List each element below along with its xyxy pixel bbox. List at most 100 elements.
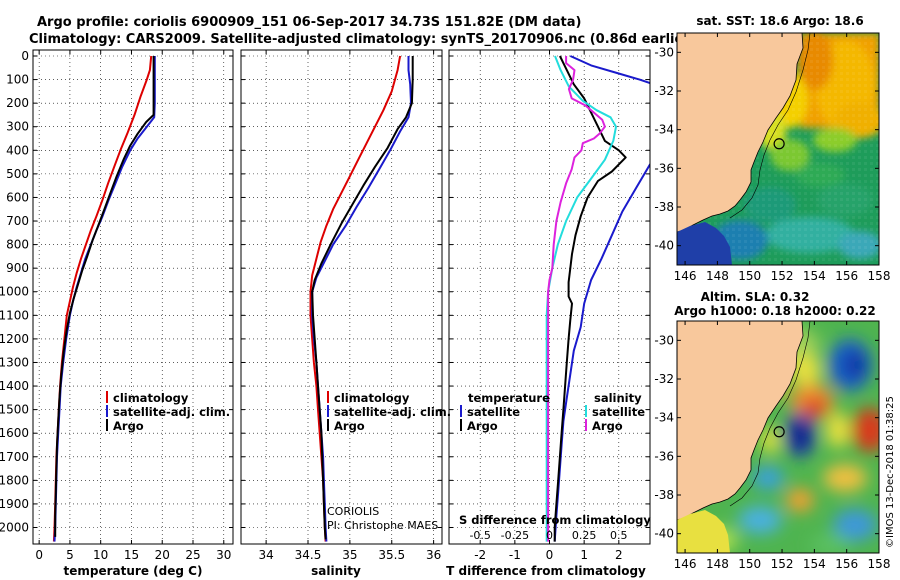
- s-tick-label: 0: [546, 529, 553, 542]
- lon-tick-label: 158: [868, 557, 891, 571]
- sla-land: [677, 321, 804, 521]
- x-tick-label: 15: [124, 548, 139, 562]
- lat-tick-label: -36: [654, 161, 674, 175]
- temperature-axis-label: temperature (deg C): [64, 564, 203, 578]
- sst-map-frame: [676, 32, 880, 266]
- depth-tick-label: 300: [6, 120, 29, 134]
- s-tick-label: 0.25: [572, 529, 597, 542]
- s-tick-label: 0.5: [610, 529, 628, 542]
- difference-grid: [449, 50, 650, 544]
- lon-tick-label: 148: [706, 269, 729, 283]
- x-tick-label: 34: [258, 548, 273, 562]
- lat-tick-label: -34: [654, 123, 674, 137]
- x-tick-label: 0: [546, 548, 554, 562]
- temperature-frame: [32, 49, 234, 545]
- series-line-argo: [311, 56, 414, 540]
- depth-tick-label: 1800: [0, 473, 29, 487]
- legend-climatology-label: climatology: [334, 391, 410, 405]
- sla-map-ticks: 146 148 150 152 154 156 158 -30 -32 -34 -36 -38 -40: [654, 321, 890, 571]
- lon-tick-label: 154: [803, 269, 826, 283]
- depth-tick-label: 200: [6, 96, 29, 110]
- legend-argo-label: Argo: [113, 419, 144, 433]
- legend-s-satellite-label: satellite: [592, 405, 645, 419]
- argo-float-marker: [773, 426, 785, 438]
- x-tick-label: 2: [615, 548, 623, 562]
- sst-sea-shade: [677, 222, 732, 265]
- legend-salinity-title: salinity: [594, 391, 642, 405]
- lon-tick-label: 146: [674, 269, 697, 283]
- difference-panel: -2 -1 0 1 2 -0.5 -0.25 0 0.25 0.5 S difference f…: [446, 49, 651, 578]
- s-difference-ticks: -0.5 -0.25 0 0.25 0.5: [469, 529, 627, 542]
- salinity-lines: [309, 55, 414, 542]
- depth-tick-label: 900: [6, 261, 29, 275]
- salinity-ticks: 34 34.5 35 35.5 36: [241, 50, 442, 562]
- x-tick-label: 35.5: [378, 548, 405, 562]
- lon-tick-label: 158: [868, 269, 891, 283]
- sla-map-field: [677, 321, 879, 553]
- lon-tick-label: 146: [674, 557, 697, 571]
- depth-tick-label: 800: [6, 238, 29, 252]
- temperature-grid: [33, 50, 233, 544]
- depth-tick-label: 100: [6, 73, 29, 87]
- legend-climatology-label: climatology: [113, 391, 189, 405]
- depth-tick-label: 600: [6, 190, 29, 204]
- legend-temperature-title: temperature: [468, 391, 550, 405]
- depth-tick-label: 1600: [0, 426, 29, 440]
- sla-map-title-line2: Argo h1000: 0.18 h2000: 0.22: [674, 304, 875, 318]
- lat-tick-label: -38: [654, 200, 674, 214]
- difference-legend-salinity: salinity satellite Argo: [585, 391, 645, 433]
- lat-tick-label: -30: [654, 45, 674, 59]
- depth-tick-label: 400: [6, 143, 29, 157]
- legend-argo-label: Argo: [334, 419, 365, 433]
- x-tick-label: 25: [185, 548, 200, 562]
- sla-map-title-line1: Altim. SLA: 0.32: [701, 290, 810, 304]
- lat-tick-label: -40: [654, 239, 674, 253]
- legend-s-argo-label: Argo: [592, 419, 623, 433]
- difference-lines: [545, 55, 650, 542]
- lat-tick-label: -40: [654, 527, 674, 541]
- legend-satellite-label: satellite-adj. clim.: [334, 405, 451, 419]
- sst-map-field: [677, 33, 879, 265]
- lon-tick-label: 152: [771, 557, 794, 571]
- salinity-grid: [241, 50, 442, 544]
- coriolis-annotation: CORIOLIS: [327, 505, 379, 518]
- depth-tick-label: 1000: [0, 285, 29, 299]
- lon-tick-label: 152: [771, 269, 794, 283]
- argo-float-marker: [773, 138, 785, 150]
- sst-map-title: sat. SST: 18.6 Argo: 18.6: [696, 14, 863, 28]
- depth-tick-label: 1100: [0, 308, 29, 322]
- depth-tick-label: 1400: [0, 379, 29, 393]
- x-tick-label: 30: [216, 548, 231, 562]
- salinity-frame: [240, 49, 443, 545]
- series-line-s-argo: [547, 56, 606, 542]
- s-difference-axis-title: S difference from climatology: [459, 513, 651, 527]
- series-line-t-argo: [553, 55, 627, 542]
- figure-title-line2: Climatology: CARS2009. Satellite-adjuste…: [29, 32, 696, 47]
- series-line-satellite-adj-clim-: [311, 56, 412, 542]
- sla-coastal-band: [677, 510, 730, 553]
- lat-tick-label: -34: [654, 411, 674, 425]
- temperature-lines: [52, 55, 156, 542]
- salinity-axis-label: salinity: [311, 564, 361, 578]
- difference-ticks: -2 -1 0 1 2: [449, 50, 650, 562]
- sla-map-frame: [676, 320, 880, 554]
- series-line-argo: [54, 56, 155, 537]
- depth-tick-label: 500: [6, 167, 29, 181]
- depth-tick-label: 1200: [0, 332, 29, 346]
- lon-tick-label: 156: [835, 557, 858, 571]
- lon-tick-label: 150: [738, 557, 761, 571]
- s-tick-label: -0.5: [469, 529, 490, 542]
- salinity-panel: 34 34.5 35 35.5 36 salinity climatology sate…: [240, 49, 451, 578]
- lon-tick-label: 150: [738, 269, 761, 283]
- pi-annotation: PI: Christophe MAES: [327, 519, 438, 532]
- x-tick-label: 20: [155, 548, 170, 562]
- depth-tick-label: 1500: [0, 403, 29, 417]
- legend-t-argo-label: Argo: [467, 419, 498, 433]
- x-tick-label: 0: [35, 548, 43, 562]
- sla-shelf-contour: [729, 321, 811, 507]
- sst-land: [677, 33, 804, 233]
- x-tick-label: 1: [580, 548, 588, 562]
- lon-tick-label: 156: [835, 269, 858, 283]
- t-difference-axis-label: T difference from climatology: [446, 564, 646, 578]
